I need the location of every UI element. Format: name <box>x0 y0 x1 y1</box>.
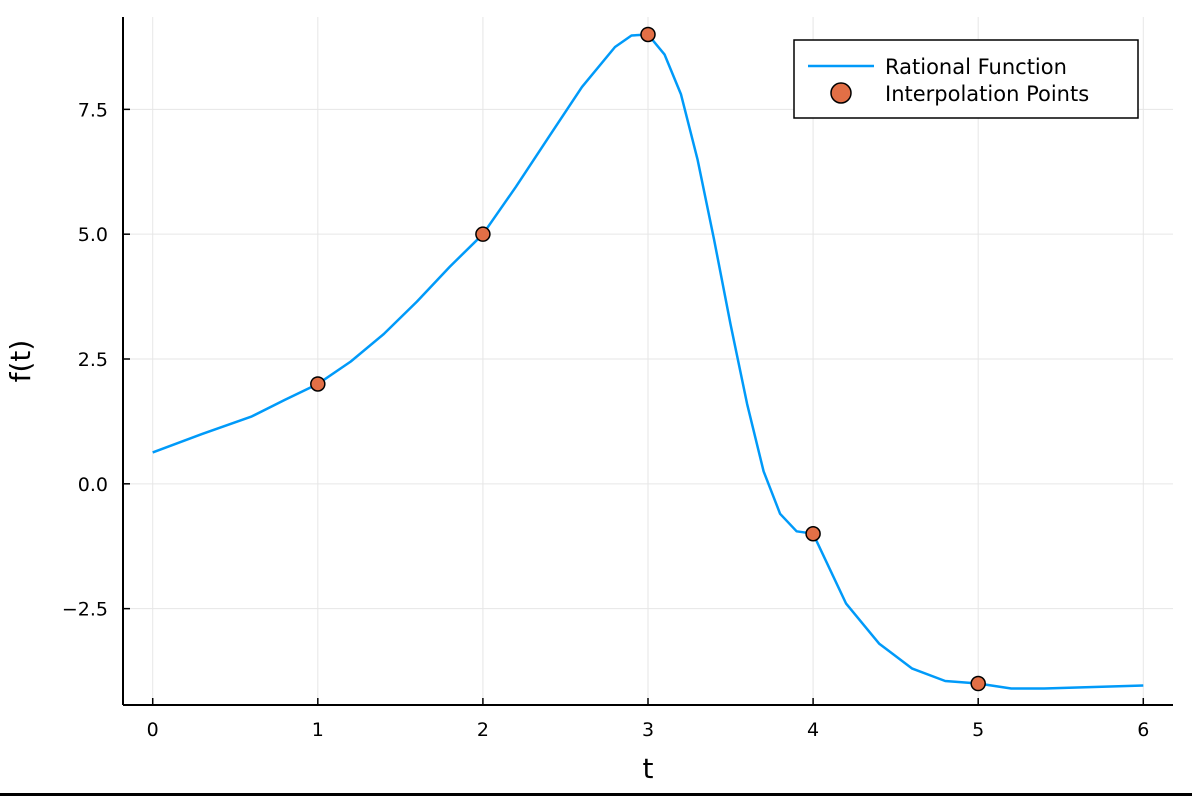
interpolation-point <box>805 525 821 542</box>
y-axis-title: f(t) <box>4 340 37 383</box>
y-tick-label: 7.5 <box>78 99 108 121</box>
grid <box>123 17 1173 705</box>
x-tick-label: 3 <box>642 719 654 741</box>
interpolation-point <box>475 226 491 242</box>
x-tick-label: 6 <box>1137 719 1149 741</box>
bottom-rule <box>0 793 1192 796</box>
x-tick-label: 0 <box>147 719 159 741</box>
interpolation-point <box>970 675 986 692</box>
legend: Rational Function Interpolation Points <box>793 39 1139 119</box>
x-axis-title: t <box>643 752 654 785</box>
legend-label-rational-function: Rational Function <box>885 55 1067 79</box>
y-tick-label: −2.5 <box>62 599 108 621</box>
legend-label-interpolation-points: Interpolation Points <box>885 82 1089 106</box>
y-tick-label: 5.0 <box>78 224 108 246</box>
legend-box <box>793 39 1139 119</box>
rational-function-line <box>152 33 1144 690</box>
x-tick-label: 2 <box>477 719 489 741</box>
legend-marker-swatch <box>830 82 852 104</box>
interpolation-point <box>310 376 326 392</box>
interpolation-point <box>640 26 656 43</box>
x-tick-label: 4 <box>807 719 819 741</box>
ticks: 0 1 2 3 4 5 6 −2.5 0.0 2.5 5.0 7.5 <box>62 99 1149 741</box>
x-tick-label: 1 <box>312 719 324 741</box>
y-tick-label: 2.5 <box>78 349 108 371</box>
plot-series <box>152 26 1144 692</box>
y-tick-label: 0.0 <box>78 474 108 496</box>
x-tick-label: 5 <box>972 719 984 741</box>
